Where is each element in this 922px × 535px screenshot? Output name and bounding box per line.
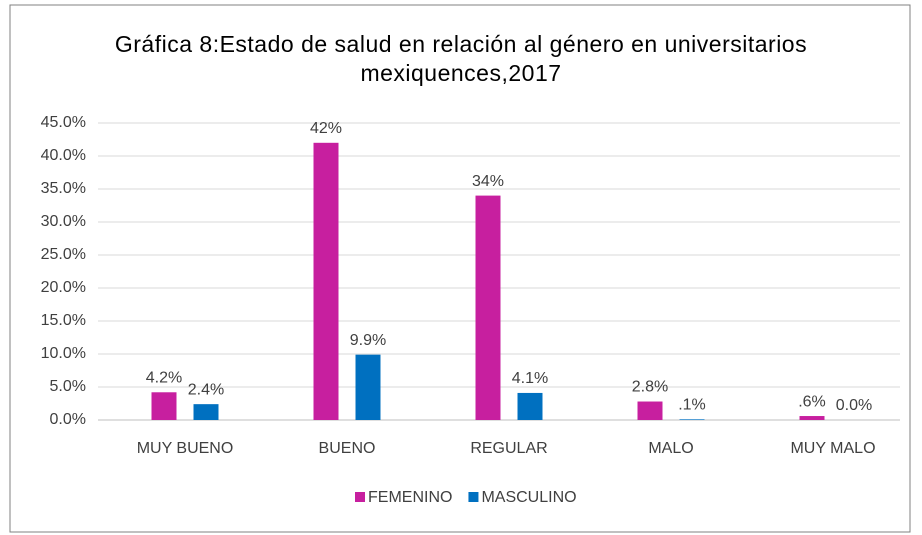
- value-label: 34%: [472, 173, 504, 190]
- x-tick-label: REGULAR: [470, 440, 547, 457]
- bar: [475, 195, 501, 420]
- value-label: 0.0%: [836, 397, 872, 414]
- x-tick-label: MALO: [648, 440, 693, 457]
- y-tick-label: 20.0%: [41, 279, 86, 296]
- value-label: 4.1%: [512, 370, 548, 387]
- value-label: 4.2%: [146, 369, 182, 386]
- bar: [517, 392, 543, 420]
- legend-label: FEMENINO: [368, 489, 452, 506]
- value-label: .1%: [678, 397, 706, 414]
- value-label: 2.4%: [188, 381, 224, 398]
- y-tick-label: 45.0%: [41, 114, 86, 131]
- bar: [637, 401, 663, 420]
- legend-swatch: [355, 492, 365, 502]
- legend-swatch: [468, 492, 479, 502]
- value-label: 2.8%: [632, 379, 668, 396]
- legend-label: MASCULINO: [481, 489, 576, 506]
- y-tick-label: 15.0%: [41, 312, 86, 329]
- x-tick-label: BUENO: [319, 440, 376, 457]
- x-tick-label: MUY BUENO: [137, 440, 234, 457]
- value-label: 9.9%: [350, 332, 386, 349]
- bar: [355, 354, 381, 420]
- y-tick-label: 35.0%: [41, 180, 86, 197]
- chart-border: [9, 4, 911, 533]
- x-tick-label: MUY MALO: [790, 440, 875, 457]
- y-tick-label: 40.0%: [41, 147, 86, 164]
- y-tick-label: 0.0%: [50, 411, 86, 428]
- value-label: .6%: [798, 393, 826, 410]
- bar: [799, 416, 825, 420]
- y-tick-label: 5.0%: [50, 378, 86, 395]
- y-tick-label: 10.0%: [41, 345, 86, 362]
- value-label: 42%: [310, 120, 342, 137]
- bar: [313, 142, 339, 421]
- chart-title: Gráfica 8:Estado de salud en relación al…: [114, 31, 808, 86]
- bar: [151, 392, 177, 420]
- y-tick-label: 25.0%: [41, 246, 86, 263]
- bar: [193, 404, 219, 420]
- y-tick-label: 30.0%: [41, 213, 86, 230]
- bar: [679, 419, 705, 420]
